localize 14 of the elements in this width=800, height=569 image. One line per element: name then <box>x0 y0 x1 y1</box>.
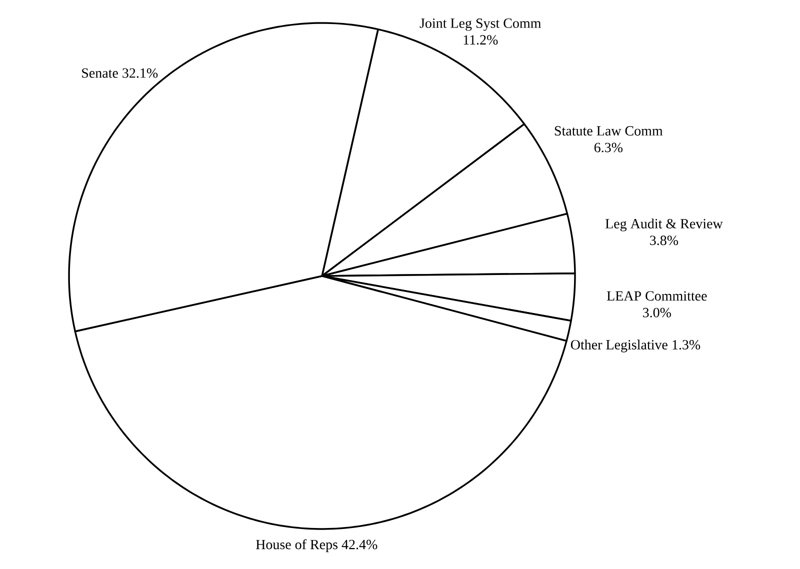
data-label: 32.1% <box>122 68 158 78</box>
slice-label: Statute Law Comm <box>554 126 663 136</box>
data-label: 11.2% <box>464 35 498 45</box>
data-label: 42.4% <box>342 540 378 550</box>
data-label: 1.3% <box>672 340 700 350</box>
slice-label: Joint Leg Syst Comm <box>420 18 542 31</box>
slice-label: Senate <box>82 68 118 78</box>
slice-label: House of Reps <box>256 539 338 552</box>
data-label: 3.0% <box>643 308 671 318</box>
slice-label: LEAP Committee <box>606 291 707 301</box>
slice-label: Leg Audit & Review <box>605 218 723 232</box>
data-label: 6.3% <box>594 142 623 152</box>
slice-label: Other Legislative <box>570 340 668 352</box>
data-label: 3.8% <box>650 236 678 246</box>
